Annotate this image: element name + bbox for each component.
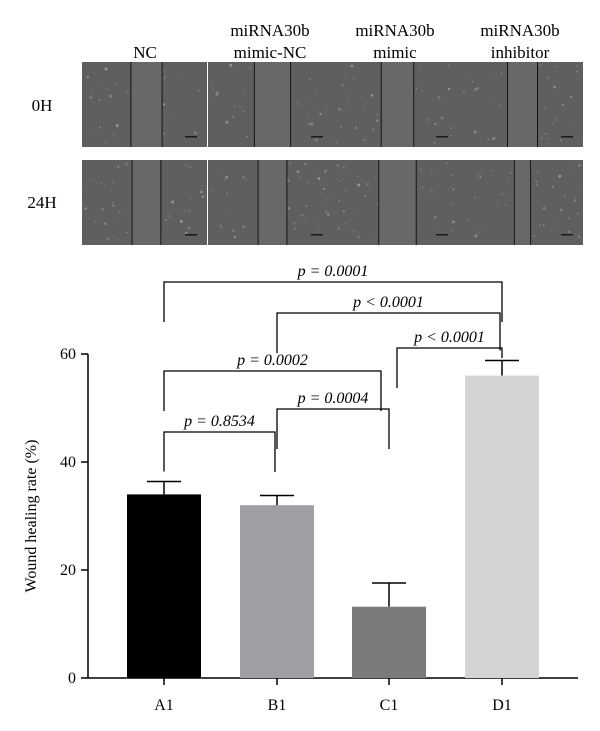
- y-tick-label: 0: [68, 670, 76, 687]
- x-tick-label: C1: [380, 697, 399, 714]
- x-tick-label: B1: [268, 697, 287, 714]
- p-value-label: p < 0.0001: [413, 329, 485, 346]
- scale-bar: [436, 234, 448, 236]
- micrograph-column-label: inhibitor: [491, 43, 550, 62]
- significance-bracket: [163, 281, 503, 322]
- scale-bar: [436, 136, 448, 138]
- micrograph-row-label: 24H: [27, 193, 56, 212]
- scale-bar: [311, 136, 323, 138]
- y-tick-label: 20: [60, 562, 76, 579]
- y-tick-label: 40: [60, 454, 76, 471]
- micrograph-column-label: miRNA30b: [355, 21, 434, 40]
- micrograph-tile: [333, 62, 458, 147]
- scale-bar: [185, 136, 197, 138]
- micrograph-tile: [458, 62, 583, 147]
- micrograph-grid: NC miRNA30b mimic-NC miRNA30b mimic miRNA30b i…: [27, 21, 583, 245]
- micrograph-tile: [458, 160, 583, 245]
- p-value-label: p = 0.0002: [236, 352, 308, 369]
- y-axis-title: Wound healing rate (%): [23, 440, 40, 593]
- scale-bar: [561, 136, 573, 138]
- bar-chart: Wound healing rate (%) 0 20 40 60 A1 B1 C1 D1 p …: [23, 263, 578, 714]
- x-tick-label: D1: [492, 697, 512, 714]
- bar-c1: [352, 606, 426, 678]
- significance-bracket: [396, 347, 503, 388]
- micrograph-tile: [208, 62, 333, 147]
- micrograph-tile: [82, 160, 207, 245]
- bar-b1: [240, 505, 314, 678]
- micrograph-column-label: mimic-NC: [234, 43, 307, 62]
- micrograph-tile: [333, 160, 458, 245]
- bar-a1: [127, 494, 201, 678]
- significance-bracket: [163, 370, 382, 411]
- micrograph-column-label: miRNA30b: [230, 21, 309, 40]
- significance-bracket: [276, 312, 501, 353]
- significance-bracket: [276, 408, 390, 449]
- bar-d1: [465, 375, 539, 678]
- significance-bracket: [163, 431, 276, 472]
- scale-bar: [185, 234, 197, 236]
- p-value-label: p = 0.0004: [297, 390, 369, 407]
- p-value-label: p = 0.8534: [183, 413, 255, 430]
- micrograph-column-label: NC: [133, 43, 157, 62]
- micrograph-tile: [208, 160, 333, 245]
- y-tick-label: 60: [60, 346, 76, 363]
- p-value-label: p = 0.0001: [297, 263, 369, 280]
- scale-bar: [561, 234, 573, 236]
- scale-bar: [311, 234, 323, 236]
- x-tick-label: A1: [154, 697, 174, 714]
- p-value-label: p < 0.0001: [352, 294, 424, 311]
- micrograph-row-label: 0H: [32, 96, 53, 115]
- micrograph-tile: [82, 62, 207, 147]
- micrograph-column-label: mimic: [373, 43, 417, 62]
- micrograph-column-label: miRNA30b: [480, 21, 559, 40]
